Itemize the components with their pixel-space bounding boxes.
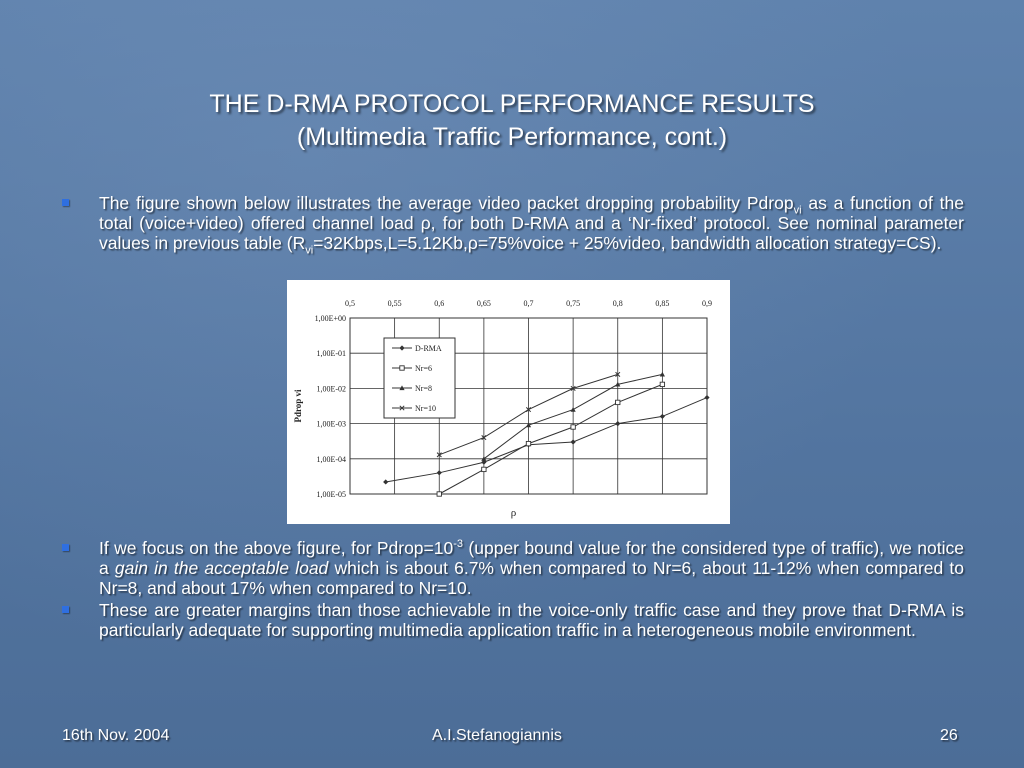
- title-line-1: THE D-RMA PROTOCOL PERFORMANCE RESULTS: [209, 90, 815, 118]
- y-tick-label: 1,00E-01: [316, 349, 346, 358]
- legend-marker: [399, 365, 405, 371]
- bullet-square-icon: [62, 544, 69, 551]
- bullet-square-icon: [62, 199, 69, 206]
- data-point-4: [615, 371, 621, 377]
- title-line-2: (Multimedia Traffic Performance, cont.): [296, 123, 728, 151]
- pdrop-chart: 0,5 0,55 0,6 0,65 0,7 0,75 0,8 0,85 0,9 1,00E+00 1…: [293, 299, 712, 519]
- footer-author: A.I.Stefanogiannis: [432, 727, 562, 744]
- data-point-4: [481, 435, 487, 441]
- legend-label: D-RMA: [415, 344, 442, 353]
- bullet-square-icon: [62, 606, 69, 613]
- y-tick-label: 1,00E+00: [315, 314, 346, 323]
- bullet-2: If we focus on the above figure, for Pdr…: [62, 538, 964, 598]
- legend-label: Nr=6: [415, 364, 432, 373]
- y-axis-label: Pdrop vi: [293, 389, 303, 423]
- legend-label: Nr=8: [415, 384, 432, 393]
- x-tick-label: 0,8: [613, 299, 623, 308]
- slide-title: THE D-RMA PROTOCOL PERFORMANCE RESULTS (…: [0, 88, 1024, 154]
- data-point-3: [481, 456, 487, 461]
- x-axis-label: ρ: [511, 507, 517, 519]
- bullet-3-text: These are greater margins than those ach…: [99, 600, 964, 640]
- data-point-3: [570, 406, 576, 412]
- series-line-1: [385, 397, 708, 483]
- x-tick-label: 0,55: [388, 299, 402, 308]
- legend-marker: [399, 405, 405, 411]
- y-tick-label: 1,00E-02: [316, 384, 346, 393]
- footer-date: 16th Nov. 2004: [62, 727, 170, 744]
- y-tick-label: 1,00E-03: [316, 420, 346, 429]
- data-point-4: [436, 452, 442, 458]
- bullet-2-text: If we focus on the above figure, for Pdr…: [99, 538, 964, 598]
- chart-figure: 0,5 0,55 0,6 0,65 0,7 0,75 0,8 0,85 0,9 1,00E+00 1…: [287, 280, 730, 524]
- legend-marker: [399, 385, 405, 391]
- x-tick-label: 0,9: [702, 299, 712, 308]
- data-point-2: [659, 381, 666, 388]
- bullet-1-text: The figure shown below illustrates the a…: [99, 193, 964, 257]
- x-tick-label: 0,7: [524, 299, 534, 308]
- legend-marker: [399, 345, 405, 351]
- data-point-4: [570, 385, 576, 391]
- legend-label: Nr=10: [415, 404, 436, 413]
- data-point-2: [436, 491, 442, 497]
- footer-page-number: 26: [940, 727, 958, 744]
- x-tick-label: 0,5: [345, 299, 355, 308]
- x-tick-label: 0,6: [434, 299, 444, 308]
- data-point-2: [481, 466, 487, 473]
- x-tick-label: 0,85: [655, 299, 669, 308]
- data-point-3: [525, 422, 532, 428]
- y-tick-label: 1,00E-04: [316, 455, 346, 464]
- data-point-1: [615, 421, 621, 427]
- data-point-1: [383, 479, 389, 485]
- data-point-1: [436, 470, 442, 476]
- bullet-1: The figure shown below illustrates the a…: [62, 193, 964, 257]
- data-point-4: [525, 407, 532, 413]
- data-point-1: [659, 413, 665, 420]
- data-point-2: [615, 399, 621, 406]
- legend-box: [383, 337, 456, 419]
- series-line-2: [439, 383, 663, 495]
- data-point-2: [525, 440, 532, 447]
- x-tick-label: 0,65: [477, 299, 491, 308]
- data-point-1: [704, 394, 710, 401]
- x-tick-label: 0,75: [566, 299, 580, 308]
- data-point-3: [659, 371, 665, 377]
- bullet-3: These are greater margins than those ach…: [62, 600, 964, 640]
- data-point-2: [570, 424, 576, 430]
- y-tick-label: 1,00E-05: [316, 490, 346, 499]
- data-point-3: [615, 381, 621, 387]
- data-point-1: [570, 439, 576, 445]
- data-point-1: [481, 459, 487, 465]
